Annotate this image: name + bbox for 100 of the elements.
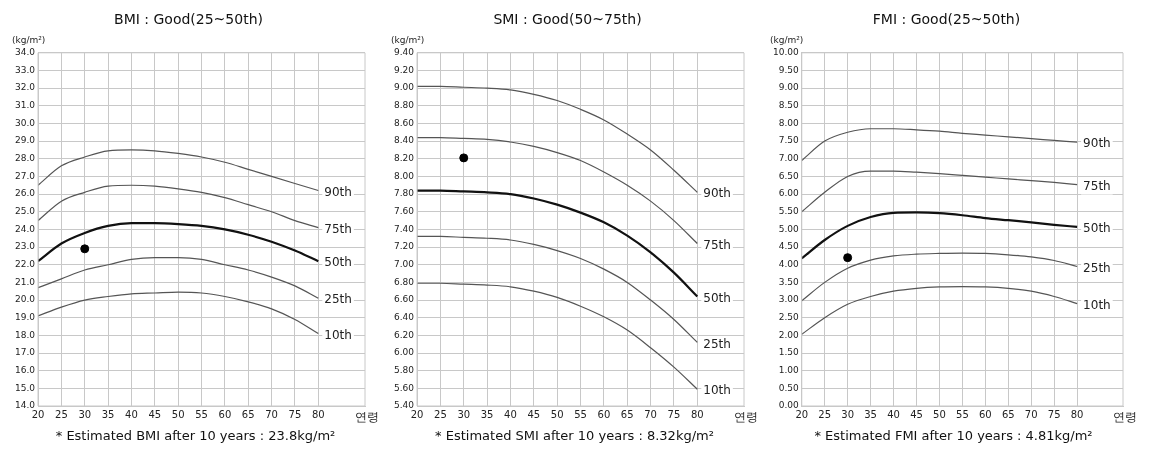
x-tick-label: 65 bbox=[620, 408, 634, 420]
series-label: 50th bbox=[703, 290, 731, 305]
y-tick-label: 6.60 bbox=[393, 294, 415, 305]
y-tick-label: 8.60 bbox=[393, 117, 415, 128]
series-label: 10th bbox=[324, 327, 352, 342]
series-label: 90th bbox=[703, 186, 731, 201]
x-tick-label: 80 bbox=[690, 408, 704, 420]
y-tick-label: 9.40 bbox=[393, 47, 415, 58]
y-tick-label: 6.40 bbox=[393, 312, 415, 323]
y-tick-label: 17.0 bbox=[14, 347, 36, 358]
y-axis-title: (kg/m²) bbox=[770, 34, 804, 45]
y-tick-label: 8.00 bbox=[393, 170, 415, 181]
x-tick-label: 55 bbox=[195, 408, 208, 420]
y-tick-label: 24.0 bbox=[14, 223, 36, 234]
x-tick-label: 20 bbox=[31, 408, 45, 420]
y-tick-label: 7.40 bbox=[393, 223, 415, 234]
y-tick-label: 21.0 bbox=[14, 276, 36, 287]
series-label: 10th bbox=[703, 383, 731, 398]
x-tick-label: 30 bbox=[78, 408, 92, 420]
x-tick-label: 65 bbox=[1001, 408, 1015, 420]
line-series bbox=[417, 189, 699, 298]
x-tick-label: 55 bbox=[956, 408, 969, 420]
line-series bbox=[417, 85, 698, 193]
chart-title: SMI : Good(50~75th) bbox=[493, 11, 642, 28]
x-tick-label: 80 bbox=[311, 408, 325, 420]
text: * Estimated BMI after 10 years : 23.8kg/m² bbox=[54, 428, 337, 443]
x-tick-label: 35 bbox=[864, 408, 877, 420]
x-tick-label: 70 bbox=[644, 408, 657, 420]
x-tick-label: 50 bbox=[550, 408, 564, 420]
y-tick-label: 9.00 bbox=[778, 82, 800, 93]
series-label: 25th bbox=[703, 336, 731, 351]
x-tick-label: 55 bbox=[574, 408, 587, 420]
line-series bbox=[38, 257, 319, 299]
series-label: 90th bbox=[324, 184, 352, 199]
line-series bbox=[801, 170, 1078, 213]
y-tick-label: 29.0 bbox=[14, 135, 36, 146]
line-series bbox=[801, 286, 1078, 335]
y-tick-label: 9.50 bbox=[778, 64, 800, 75]
line-series bbox=[38, 222, 320, 263]
y-tick-label: 19.0 bbox=[14, 312, 36, 323]
x-tick-label: 40 bbox=[125, 408, 138, 420]
chart-title: FMI : Good(25~50th) bbox=[872, 11, 1021, 28]
y-tick-label: 18.0 bbox=[14, 329, 36, 340]
y-tick-label: 2.00 bbox=[778, 329, 800, 340]
series-label: 10th bbox=[1083, 297, 1111, 312]
line-series bbox=[417, 282, 698, 390]
y-tick-label: 6.80 bbox=[393, 276, 415, 287]
line-series bbox=[38, 149, 319, 192]
x-tick-label: 70 bbox=[265, 408, 278, 420]
y-tick-label: 28.0 bbox=[14, 153, 36, 164]
x-tick-label: 60 bbox=[218, 408, 232, 420]
y-axis-title: (kg/m²) bbox=[12, 34, 46, 45]
y-tick-label: 7.00 bbox=[393, 259, 415, 270]
y-tick-label: 22.0 bbox=[14, 259, 36, 270]
y-tick-label: 8.80 bbox=[393, 100, 415, 111]
y-tick-label: 4.00 bbox=[778, 259, 800, 270]
line-series bbox=[38, 291, 319, 335]
x-tick-label: 30 bbox=[457, 408, 471, 420]
x-axis-title: 연령 bbox=[1113, 410, 1137, 425]
y-tick-label: 7.20 bbox=[393, 241, 415, 252]
series-label: 50th bbox=[324, 255, 352, 270]
y-tick-label: 26.0 bbox=[14, 188, 36, 199]
y-tick-label: 0.00 bbox=[778, 400, 800, 411]
y-tick-label: 10.00 bbox=[773, 47, 800, 58]
y-tick-label: 32.0 bbox=[14, 82, 36, 93]
y-axis-title: (kg/m²) bbox=[391, 34, 425, 45]
y-tick-label: 7.00 bbox=[778, 153, 800, 164]
y-tick-label: 7.80 bbox=[393, 188, 415, 199]
y-tick-label: 16.0 bbox=[14, 365, 36, 376]
x-tick-label: 45 bbox=[910, 408, 923, 420]
x-tick-label: 45 bbox=[148, 408, 162, 420]
y-tick-label: 9.20 bbox=[393, 64, 415, 75]
x-tick-label: 35 bbox=[480, 408, 494, 420]
y-tick-label: 15.0 bbox=[14, 382, 36, 393]
y-tick-label: 4.50 bbox=[778, 241, 800, 252]
series-label: 75th bbox=[1083, 178, 1111, 193]
x-tick-label: 50 bbox=[933, 408, 946, 420]
series-label: 75th bbox=[324, 221, 352, 236]
y-tick-label: 27.0 bbox=[14, 170, 36, 181]
x-tick-label: 80 bbox=[1070, 408, 1084, 420]
y-tick-label: 6.20 bbox=[393, 329, 415, 340]
x-tick-label: 40 bbox=[504, 408, 517, 420]
series-label: 25th bbox=[1083, 260, 1111, 275]
x-tick-label: 75 bbox=[1047, 408, 1061, 420]
y-tick-label: 6.50 bbox=[778, 170, 800, 181]
x-tick-label: 35 bbox=[101, 408, 115, 420]
y-tick-label: 23.0 bbox=[14, 241, 36, 252]
x-tick-label: 45 bbox=[527, 408, 541, 420]
y-tick-label: 5.50 bbox=[778, 206, 800, 217]
x-tick-label: 25 bbox=[434, 408, 447, 420]
y-tick-label: 1.50 bbox=[778, 347, 800, 358]
x-tick-label: 25 bbox=[55, 408, 68, 420]
y-tick-label: 5.80 bbox=[393, 365, 415, 376]
x-tick-label: 60 bbox=[978, 408, 992, 420]
x-tick-label: 20 bbox=[795, 408, 809, 420]
series-label: 90th bbox=[1083, 136, 1111, 151]
y-tick-label: 6.00 bbox=[778, 188, 800, 199]
x-tick-label: 75 bbox=[667, 408, 681, 420]
x-tick-label: 75 bbox=[288, 408, 302, 420]
y-tick-label: 34.0 bbox=[14, 47, 36, 58]
